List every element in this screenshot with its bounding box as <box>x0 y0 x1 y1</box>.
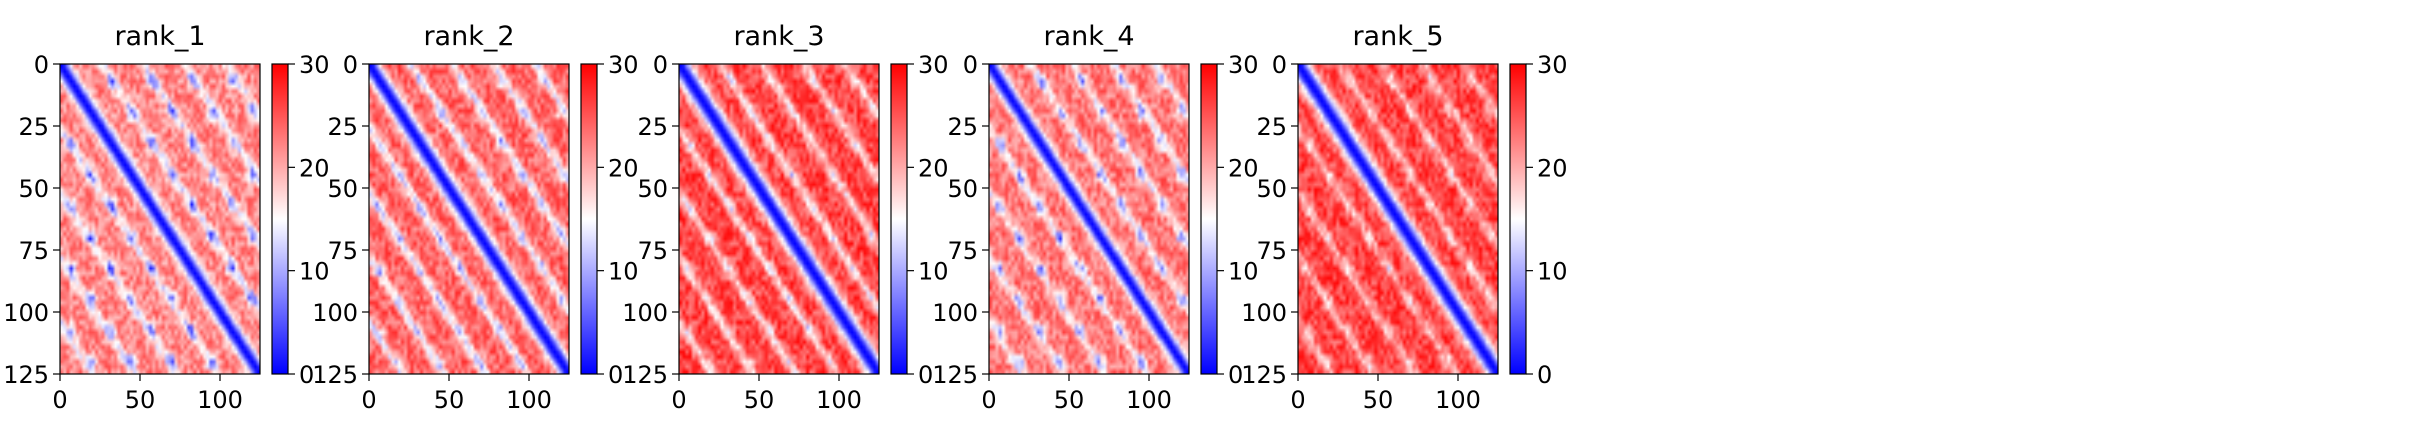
x-tick-label: 0 <box>361 386 376 414</box>
panel-title: rank_4 <box>1043 21 1134 52</box>
panel-title: rank_5 <box>1352 21 1443 52</box>
colorbar-tick-label: 30 <box>608 51 639 79</box>
y-tick-label: 75 <box>947 237 978 265</box>
y-tick-label: 100 <box>622 299 668 327</box>
heatmap-image <box>989 64 1189 374</box>
y-tick-label: 75 <box>18 237 49 265</box>
x-tick-label: 50 <box>125 386 156 414</box>
y-tick-label: 75 <box>637 237 668 265</box>
axes-frame <box>59 63 261 375</box>
x-tick-label: 100 <box>816 386 862 414</box>
y-tick-label: 125 <box>3 361 49 389</box>
y-tick-label: 50 <box>947 175 978 203</box>
x-tick-label: 50 <box>1363 386 1394 414</box>
y-tick-label: 100 <box>312 299 358 327</box>
x-tick-label: 0 <box>52 386 67 414</box>
y-tick-label: 75 <box>1256 237 1287 265</box>
colorbar-tick-label: 0 <box>1537 361 1552 389</box>
y-tick-label: 125 <box>312 361 358 389</box>
colorbar-tick-label: 0 <box>1228 361 1243 389</box>
heatmap-image <box>60 64 260 374</box>
y-tick-label: 0 <box>653 51 668 79</box>
colorbar-tick-label: 30 <box>918 51 949 79</box>
colorbar-tick-label: 0 <box>608 361 623 389</box>
heatmap-image <box>1298 64 1498 374</box>
axes-frame <box>988 63 1190 375</box>
heatmap-image <box>369 64 569 374</box>
colorbar-tick-label: 20 <box>1228 154 1259 182</box>
y-tick-label: 0 <box>34 51 49 79</box>
x-tick-label: 100 <box>1126 386 1172 414</box>
y-tick-label: 125 <box>1241 361 1287 389</box>
y-tick-label: 50 <box>327 175 358 203</box>
colorbar-tick-label: 30 <box>1537 51 1568 79</box>
x-tick-label: 50 <box>744 386 775 414</box>
colorbar-tick-label: 20 <box>299 154 330 182</box>
y-tick-label: 25 <box>637 113 668 141</box>
axes-frame <box>678 63 880 375</box>
colorbar-tick-label: 10 <box>1537 258 1568 286</box>
colorbar-tick-label: 30 <box>299 51 330 79</box>
panel-title: rank_1 <box>114 21 205 52</box>
y-tick-label: 50 <box>637 175 668 203</box>
colorbar <box>580 63 598 375</box>
colorbar-tick-label: 0 <box>299 361 314 389</box>
y-tick-label: 50 <box>1256 175 1287 203</box>
y-tick-label: 25 <box>947 113 978 141</box>
axes-frame <box>368 63 570 375</box>
colorbar-tick-label: 30 <box>1228 51 1259 79</box>
x-tick-label: 100 <box>197 386 243 414</box>
y-tick-label: 125 <box>932 361 978 389</box>
colorbar <box>1509 63 1527 375</box>
colorbar-tick-label: 20 <box>608 154 639 182</box>
y-tick-label: 25 <box>18 113 49 141</box>
panel-title: rank_3 <box>733 21 824 52</box>
y-tick-label: 0 <box>963 51 978 79</box>
y-tick-label: 75 <box>327 237 358 265</box>
colorbar <box>271 63 289 375</box>
axes-frame <box>1297 63 1499 375</box>
x-tick-label: 0 <box>1290 386 1305 414</box>
x-tick-label: 100 <box>1435 386 1481 414</box>
y-tick-label: 125 <box>622 361 668 389</box>
colorbar <box>890 63 908 375</box>
x-tick-label: 100 <box>506 386 552 414</box>
colorbar-tick-label: 10 <box>299 258 330 286</box>
y-tick-label: 0 <box>343 51 358 79</box>
x-tick-label: 0 <box>671 386 686 414</box>
heatmap-image <box>679 64 879 374</box>
colorbar-tick-label: 10 <box>918 258 949 286</box>
colorbar <box>1200 63 1218 375</box>
y-tick-label: 25 <box>327 113 358 141</box>
x-tick-label: 50 <box>434 386 465 414</box>
y-tick-label: 100 <box>1241 299 1287 327</box>
y-tick-label: 25 <box>1256 113 1287 141</box>
x-tick-label: 0 <box>981 386 996 414</box>
x-tick-label: 50 <box>1054 386 1085 414</box>
y-tick-label: 100 <box>932 299 978 327</box>
y-tick-label: 50 <box>18 175 49 203</box>
y-tick-label: 100 <box>3 299 49 327</box>
colorbar-tick-label: 10 <box>1228 258 1259 286</box>
y-tick-label: 0 <box>1272 51 1287 79</box>
colorbar-tick-label: 10 <box>608 258 639 286</box>
colorbar-tick-label: 0 <box>918 361 933 389</box>
colorbar-tick-label: 20 <box>1537 154 1568 182</box>
colorbar-tick-label: 20 <box>918 154 949 182</box>
panel-title: rank_2 <box>423 21 514 52</box>
